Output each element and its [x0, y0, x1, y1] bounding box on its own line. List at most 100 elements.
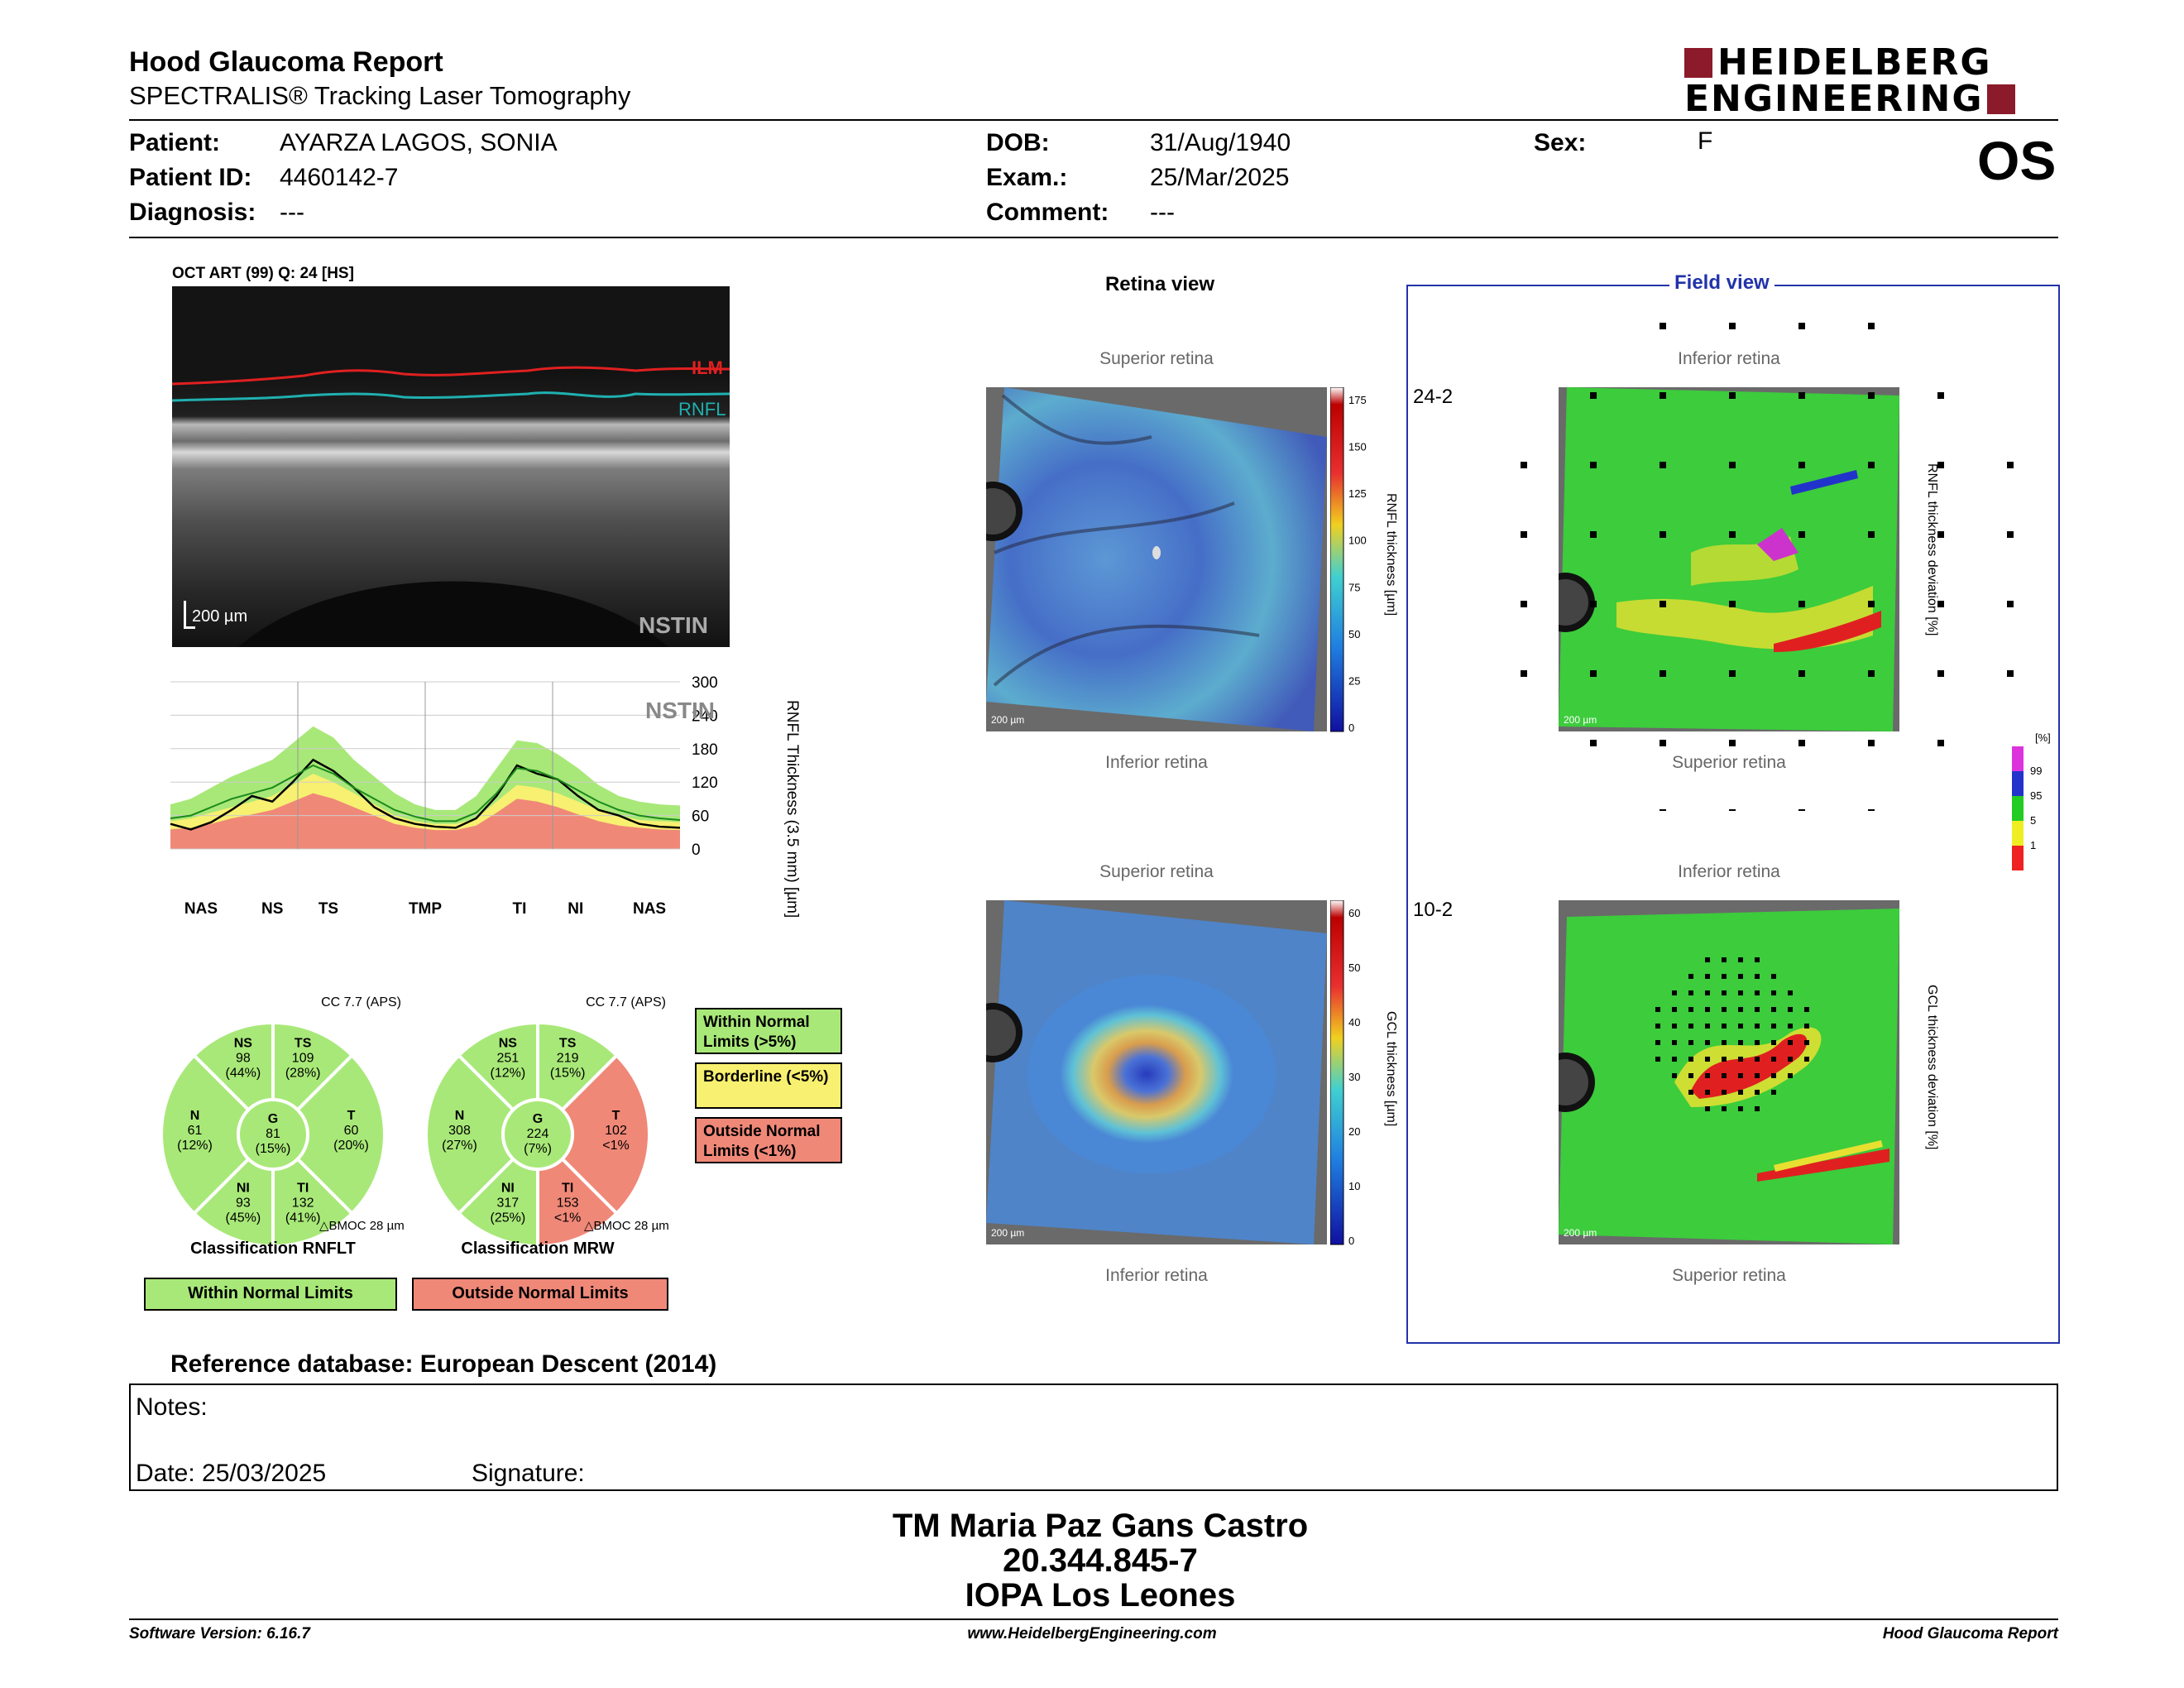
field-10-2-label: 10-2 [1413, 899, 1454, 921]
vf-10-2-test-grid [1655, 957, 1809, 1111]
vf-test-point [1729, 531, 1736, 538]
diagnosis-label: Diagnosis: [129, 199, 256, 226]
vf-test-point [1722, 957, 1727, 962]
vf-test-point [1590, 740, 1597, 746]
vf-test-point [1660, 323, 1666, 329]
eye-indicator: OS [1977, 130, 2057, 191]
percentile-swatch [2012, 846, 2024, 870]
vf-test-point [1798, 323, 1805, 329]
percentile-tick: 95 [2030, 789, 2042, 802]
percentile-legend: 99 95 5 1 [2012, 746, 2042, 870]
vf-test-point [1655, 1040, 1660, 1045]
sector-name: G [533, 1112, 543, 1126]
sector-pct: (25%) [490, 1211, 525, 1225]
vf-test-point [1655, 1024, 1660, 1029]
ytick-label: 300 [692, 675, 718, 692]
vf-test-point [1771, 1007, 1776, 1012]
vf-test-point [1771, 1090, 1776, 1095]
reference-database: Reference database: European Descent (20… [170, 1350, 717, 1378]
logo-line-2: ENGINEERING [1684, 78, 2015, 120]
vf-test-point [1868, 531, 1875, 538]
sector-label: TMP [409, 900, 442, 918]
vf-test-point [1868, 809, 1875, 811]
vf-test-point [1705, 1090, 1710, 1095]
vf-test-point [1729, 809, 1736, 811]
field-top-label-1: Inferior retina [1678, 349, 1780, 368]
series-line-1 [170, 758, 681, 831]
vf-test-point [1798, 670, 1805, 677]
logo-square-icon [1684, 48, 1712, 78]
vf-test-point [1798, 462, 1805, 468]
colorbar-tick: 50 [1348, 628, 1360, 640]
mrw-bmoc-value: BMOC 28 µm [593, 1219, 669, 1233]
mrw-classification-badge: Outside Normal Limits [412, 1278, 668, 1311]
vf-test-point [1738, 1057, 1743, 1062]
vf-test-point [1660, 601, 1666, 607]
footer-divider [129, 1618, 2058, 1620]
sector-pct: (41%) [285, 1211, 321, 1225]
vf-test-point [1688, 1057, 1693, 1062]
sector-value: 98 [236, 1052, 251, 1066]
pct-unit-label: [%] [2035, 731, 2051, 744]
vf-test-point [1688, 1073, 1693, 1078]
retina-top-label-2: Superior retina [1099, 862, 1214, 881]
vf-test-point [1705, 1073, 1710, 1078]
oct-scale-label: 200 µm [192, 607, 248, 626]
sector-name: NS [499, 1037, 518, 1051]
vf-test-point [1755, 1106, 1760, 1111]
website-link[interactable]: www.HeidelbergEngineering.com [967, 1625, 1217, 1642]
colorbar-gradient [1330, 900, 1344, 1245]
mrw-sector-chart: CC 7.7 (APS) NS251(12%)TS219(15%)T102<1%… [424, 995, 666, 1249]
gcl-colorbar-label: GCL thickness [µm] [1384, 1011, 1398, 1127]
logo-text-2: ENGINEERING [1684, 78, 1984, 120]
vf-test-point [1771, 1073, 1776, 1078]
vf-test-point [1755, 957, 1760, 962]
vf-test-point [1738, 1040, 1743, 1045]
patient-id-label: Patient ID: [129, 164, 252, 191]
software-version: Software Version: 6.16.7 [129, 1625, 310, 1642]
vf-test-point [1755, 974, 1760, 979]
vf-test-point [1705, 990, 1710, 995]
sex-value: F [1698, 127, 1713, 155]
legend-outside-normal: Outside Normal Limits (<1%) [695, 1117, 842, 1163]
vf-test-point [1729, 601, 1736, 607]
vf-test-point [1729, 670, 1736, 677]
vf-test-point [1798, 740, 1805, 746]
retina-bottom-label-1: Inferior retina [1105, 753, 1208, 772]
patient-id-value: 4460142-7 [280, 164, 399, 191]
sector-label: NAS [184, 900, 218, 918]
ytick-label: 60 [692, 808, 709, 826]
sector-pct: <1% [602, 1139, 629, 1153]
vf-test-point [1868, 601, 1875, 607]
legend-within-normal: Within Normal Limits (>5%) [695, 1008, 842, 1054]
sector-pct: (44%) [225, 1067, 261, 1081]
patient-divider [129, 237, 2058, 238]
vf-test-point [1738, 1073, 1743, 1078]
sector-name: NS [234, 1037, 253, 1051]
report-subtitle: SPECTRALIS® Tracking Laser Tomography [129, 81, 631, 110]
vf-test-point [1590, 531, 1597, 538]
oct-nstin-label: NSTIN [639, 612, 708, 638]
vf-test-point [2007, 531, 2014, 538]
vf-test-point [1722, 1090, 1727, 1095]
vf-test-point [1788, 1057, 1793, 1062]
vf-test-point [1660, 740, 1666, 746]
signature-label: Signature: [472, 1460, 585, 1487]
sector-name: TI [297, 1181, 309, 1195]
vf-test-point [1688, 990, 1693, 995]
sector-pct: (12%) [490, 1067, 525, 1081]
notes-label: Notes: [136, 1393, 208, 1421]
ytick-label: 0 [692, 842, 701, 859]
ilm-line [172, 366, 730, 386]
sector-name: G [268, 1112, 278, 1126]
sector-pct: (28%) [285, 1067, 321, 1081]
vf-test-point [1705, 1007, 1710, 1012]
sector-pct: (7%) [524, 1142, 552, 1156]
sector-value: 81 [266, 1127, 280, 1141]
vf-test-point [1688, 1024, 1693, 1029]
sex-label: Sex: [1534, 129, 1587, 156]
percentile-tick: 5 [2030, 814, 2036, 827]
vf-test-point [1722, 1024, 1727, 1029]
sector-value: 102 [605, 1124, 627, 1138]
sector-name: TI [562, 1181, 573, 1195]
